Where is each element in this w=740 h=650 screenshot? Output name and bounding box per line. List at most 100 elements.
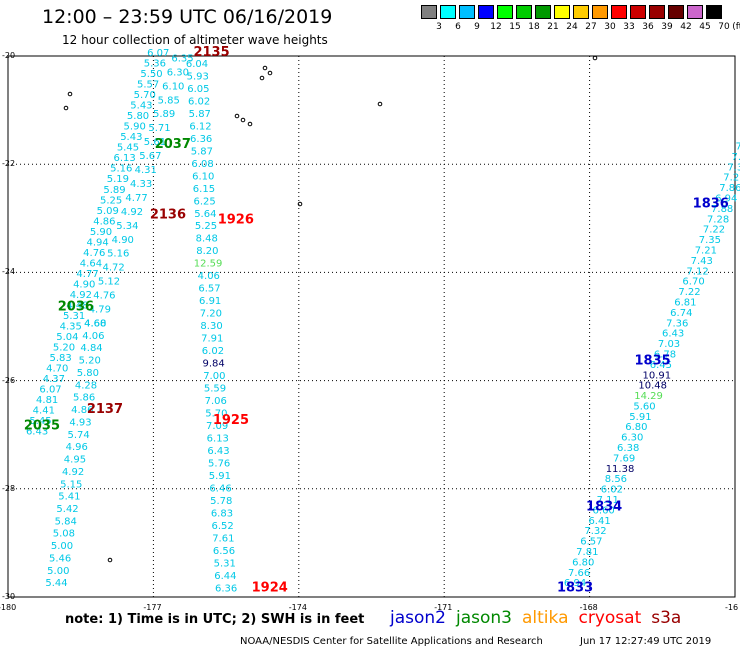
legend-swatch (497, 5, 513, 19)
plot-frame (7, 55, 736, 598)
swh-value: 8.56 (605, 474, 627, 485)
swh-value: 7.43 (691, 256, 713, 267)
swh-value: 7.81 (576, 547, 598, 558)
page-title: 12:00 – 23:59 UTC 06/16/2019 (42, 6, 333, 28)
swh-value: 7.91 (201, 334, 223, 345)
swh-value: 5.61 (144, 137, 166, 148)
y-tick-label: -22 (2, 159, 16, 169)
island-outline (297, 201, 303, 207)
legend-label: 39 (661, 22, 673, 32)
satellite-label: cryosat (578, 608, 642, 628)
swh-value: 6.43 (207, 446, 229, 457)
swh-value: 7.00 (203, 371, 225, 382)
swh-value: 6.10 (162, 81, 184, 92)
swh-value: 4.93 (69, 417, 91, 428)
swh-value: 4.90 (73, 279, 95, 290)
swh-value: 5.31 (63, 311, 85, 322)
swh-value: 5.85 (158, 95, 180, 106)
swh-value: 5.91 (209, 471, 231, 482)
legend-label: 18 (528, 22, 540, 32)
swh-value: 5.87 (189, 109, 211, 120)
swh-value: 4.72 (102, 263, 124, 274)
swh-value: 4.31 (135, 165, 157, 176)
legend-swatch (459, 5, 475, 19)
swh-value: 5.59 (204, 384, 226, 395)
island-outline (67, 91, 73, 97)
legend-label: 45 (699, 22, 711, 32)
legend-swatch (573, 5, 589, 19)
swh-value: 5.19 (107, 174, 129, 185)
swh-value: 6.04 (186, 59, 208, 70)
swh-value: 5.91 (629, 412, 651, 423)
swh-value: 7.36 (666, 318, 688, 329)
swh-value: 6.02 (601, 485, 623, 496)
swh-value: 8.30 (200, 321, 222, 332)
legend-unit: (ft) (732, 22, 740, 32)
swh-value: 7.09 (206, 421, 228, 432)
swh-value: 7.86 (719, 183, 740, 194)
y-tick-label: -20 (2, 51, 16, 60)
swh-value: 6.52 (212, 521, 234, 532)
swh-value: 4.76 (83, 248, 105, 259)
swh-value: 5.57 (137, 80, 159, 91)
swh-value: 4.90 (112, 235, 134, 246)
swh-value: 4.64 (80, 258, 102, 269)
y-tick-label: -24 (2, 267, 16, 277)
swh-value: 5.08 (53, 529, 75, 540)
swh-value: 5.80 (127, 111, 149, 122)
x-tick-label: -171 (434, 603, 453, 612)
swh-value: 5.86 (73, 393, 95, 404)
swh-value: 6.83 (211, 509, 233, 520)
pass-time-label: 2136 (150, 207, 186, 222)
swh-value: 5.93 (187, 71, 209, 82)
swh-value: 5.16 (110, 164, 132, 175)
swh-value: 4.92 (121, 207, 143, 218)
legend-swatch (611, 5, 627, 19)
island-outline (240, 117, 246, 123)
swh-value: 5.70 (205, 409, 227, 420)
swh-value: 4.60 (84, 319, 106, 330)
legend-swatch (706, 5, 722, 19)
legend-swatch (516, 5, 532, 19)
swh-value: 5.41 (58, 492, 80, 503)
satellite-label: s3a (651, 608, 682, 628)
swh-value: 5.74 (67, 430, 89, 441)
swh-value: 4.70 (46, 364, 68, 375)
swh-value: 7.46 (731, 152, 740, 163)
legend-label: 42 (680, 22, 692, 32)
legend-swatch (687, 5, 703, 19)
swh-value: 5.12 (98, 277, 120, 288)
island-outline (247, 121, 253, 127)
satellite-label: altika (522, 608, 569, 628)
swh-value: 7.03 (658, 339, 680, 350)
swh-value: 6.43 (26, 427, 48, 438)
pass-time-label: 2135 (193, 45, 229, 60)
legend-label: 12 (490, 22, 502, 32)
swh-value: 5.80 (77, 368, 99, 379)
swh-value: 7.22 (678, 287, 700, 298)
swh-value: 5.83 (50, 353, 72, 364)
satellite-label: jason2 (390, 608, 446, 628)
swh-value: 5.90 (124, 122, 146, 133)
swh-value: 4.94 (87, 237, 109, 248)
pass-time-label: 1833 (557, 581, 593, 596)
swh-value: 6.35 (171, 53, 193, 64)
swh-value: 6.94 (564, 578, 586, 589)
swh-value: 4.35 (60, 322, 82, 333)
swh-value: 4.68 (84, 319, 106, 330)
swh-value: 6.36 (215, 584, 237, 595)
swh-value: 6.46 (209, 484, 231, 495)
swh-value: 5.43 (130, 101, 152, 112)
legend-label: 36 (642, 22, 654, 32)
swh-value: 6.60 (593, 505, 615, 516)
swh-value: 5.20 (53, 343, 75, 354)
swh-value: 4.81 (36, 395, 58, 406)
legend-label: 3 (436, 22, 442, 32)
swh-value: 10.48 (638, 381, 667, 392)
swh-value: 7.39 (736, 142, 740, 153)
swh-value: 6.44 (214, 571, 236, 582)
page-subtitle: 12 hour collection of altimeter wave hei… (62, 33, 328, 47)
swh-value: 7.21 (695, 246, 717, 257)
swh-value: 6.80 (572, 557, 594, 568)
pass-time-label: 1834 (586, 499, 622, 514)
